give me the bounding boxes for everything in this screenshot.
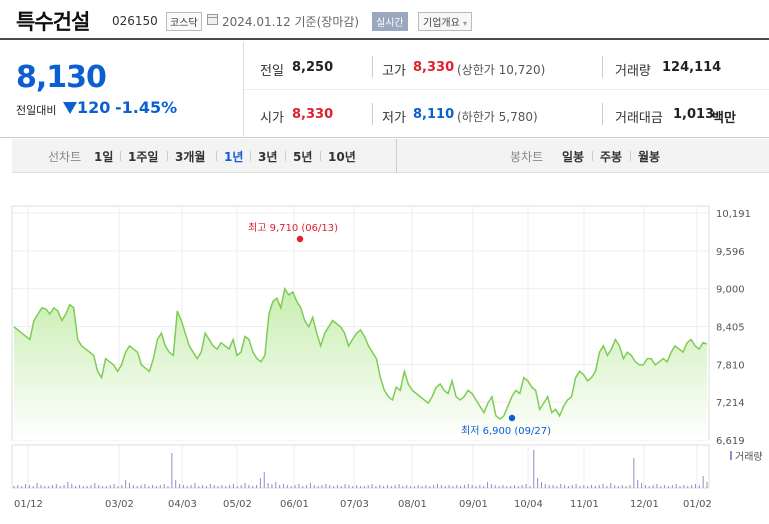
change-label: 전일대비 [16,104,57,117]
candle-weekly[interactable]: 주봉 [600,150,623,164]
volume-legend: 거래량 [735,451,763,463]
low-label: 저가 [382,111,406,126]
candle-daily[interactable]: 일봉 [562,150,585,164]
base-date: 2024.01.12 기준(장마감) [222,15,360,29]
divider [602,103,603,125]
divider [372,103,373,125]
low-marker [508,414,516,422]
period-5y[interactable]: 5년 [293,150,313,164]
candle-monthly[interactable]: 월봉 [638,150,661,164]
volume-label: 거래량 [615,64,651,79]
period-1y[interactable]: 1년 [224,150,244,164]
change-percent: -1.45% [115,98,178,117]
separator [167,151,168,161]
change-value: 120 [77,98,111,117]
price-summary: 8,130 전일대비 120 -1.45% 전일 8,250 고가 8,330 … [0,42,769,138]
separator [285,151,286,161]
company-name: 특수건설 [16,10,90,34]
amount-label: 거래대금 [615,111,663,126]
summary-divider [244,89,769,90]
y-tick-label: 9,596 [716,247,745,258]
company-overview-button[interactable]: 기업개요 ▾ [418,12,473,31]
current-price: 8,130 [16,60,107,95]
calendar-icon [207,14,218,25]
x-tick-label: 09/01 [459,499,488,510]
separator [250,151,251,161]
x-tick-label: 06/01 [280,499,309,510]
company-overview-label: 기업개요 [423,18,460,29]
title-bar: 특수건설 026150 코스닥 2024.01.12 기준(장마감) 실시간 기… [0,0,769,40]
period-3m[interactable]: 3개월 [175,150,206,164]
x-tick-label: 08/01 [398,499,427,510]
price-line [13,286,708,420]
period-10y[interactable]: 10년 [328,150,356,164]
x-tick-label: 11/01 [570,499,599,510]
period-1w[interactable]: 1주일 [128,150,159,164]
chevron-down-icon: ▾ [463,19,468,28]
prev-close-label: 전일 [260,64,284,79]
x-tick-label: 07/03 [340,499,369,510]
y-tick-label: 9,000 [716,285,745,296]
separator [592,151,593,161]
x-tick-label: 05/02 [223,499,252,510]
y-tick-label: 10,191 [716,209,751,220]
open-value: 8,330 [292,107,334,122]
period-3y[interactable]: 3년 [258,150,278,164]
period-divider [396,139,397,173]
low-value: 8,110 [413,107,455,122]
high-annotation: 최고 9,710 (06/13) [248,222,338,234]
amount-unit: 백만 [712,111,736,126]
separator [320,151,321,161]
volume-frame [11,444,710,489]
separator [216,151,217,161]
y-tick-label: 7,810 [716,360,745,371]
divider [602,56,603,78]
divider [372,56,373,78]
x-tick-label: 01/02 [683,499,712,510]
market-badge: 코스닥 [166,12,202,31]
high-label: 고가 [382,64,406,79]
y-tick-label: 6,619 [716,436,745,447]
candle-chart-label: 봉차트 [510,150,544,164]
separator [120,151,121,161]
down-triangle-icon [63,102,77,114]
line-chart-label: 선차트 [48,150,82,164]
upper-limit: (상한가 10,720) [457,63,546,77]
volume-value: 124,114 [662,60,722,75]
period-1d[interactable]: 1일 [94,150,114,164]
x-tick-label: 12/01 [630,499,659,510]
high-marker [296,235,304,243]
y-tick-label: 8,405 [716,323,745,334]
lower-limit: (하한가 5,780) [457,110,538,124]
open-label: 시가 [260,111,284,126]
y-tick-label: 7,214 [716,398,745,409]
stock-code: 026150 [112,14,158,28]
low-annotation: 최저 6,900 (09/27) [461,425,551,437]
prev-close-value: 8,250 [292,60,334,75]
current-price-box: 8,130 전일대비 120 -1.45% [0,42,244,138]
x-tick-label: 04/03 [168,499,197,510]
separator [630,151,631,161]
high-value: 8,330 [413,60,455,75]
period-bar: 선차트 1일 1주일 3개월 1년 3년 5년 10년 봉차트 일봉 주봉 월봉 [12,139,769,173]
realtime-button[interactable]: 실시간 [372,12,408,31]
volume-legend-swatch [730,451,732,460]
x-tick-label: 03/02 [105,499,134,510]
x-tick-label: 01/12 [14,499,43,510]
price-area [14,288,707,440]
amount-value: 1,013 [673,107,715,122]
x-tick-label: 10/04 [514,499,543,510]
